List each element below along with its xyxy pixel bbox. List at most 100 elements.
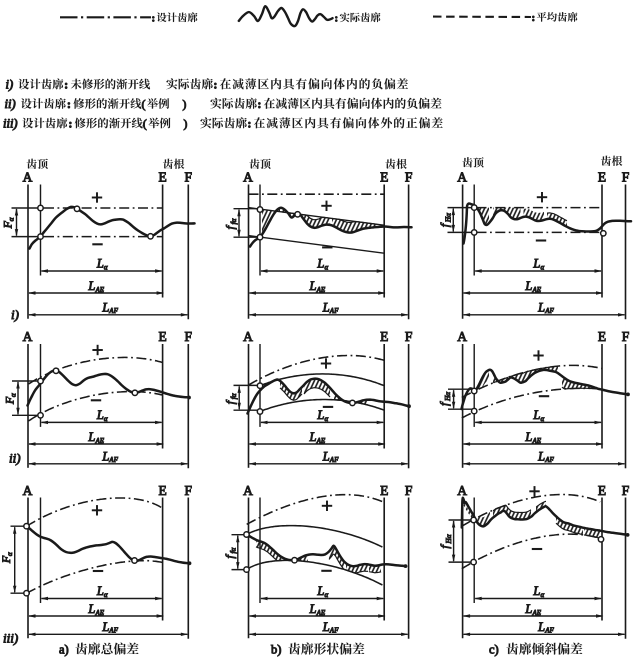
svg-text:L: L — [524, 279, 532, 293]
svg-text:L: L — [101, 449, 109, 463]
svg-text:AF: AF — [108, 627, 118, 635]
svg-text:(: ( — [142, 99, 146, 111]
svg-text:AF: AF — [108, 456, 118, 464]
svg-text:): ) — [183, 99, 187, 111]
svg-text:L: L — [101, 620, 109, 634]
svg-text:AE: AE — [316, 609, 326, 617]
svg-text:L: L — [96, 257, 104, 271]
svg-text:f: f — [437, 222, 451, 227]
svg-text:A: A — [457, 170, 467, 185]
svg-text:Hα: Hα — [444, 392, 452, 402]
svg-text:L: L — [532, 408, 540, 422]
svg-text:fα: fα — [230, 393, 238, 399]
svg-text:F: F — [0, 555, 13, 564]
svg-text:α: α — [325, 264, 329, 272]
svg-text:iii): iii) — [3, 116, 18, 130]
svg-text:ii): ii) — [9, 451, 21, 466]
svg-text:AF: AF — [329, 307, 339, 315]
svg-text:AE: AE — [95, 609, 105, 617]
svg-text:AF: AF — [329, 456, 339, 464]
svg-text:L: L — [316, 584, 324, 598]
svg-text:L: L — [537, 620, 545, 634]
svg-text:L: L — [532, 584, 540, 598]
svg-text:AE: AE — [532, 437, 542, 445]
svg-text:L: L — [309, 602, 317, 616]
svg-text:fα: fα — [229, 548, 237, 554]
svg-text:L: L — [96, 584, 104, 598]
svg-text::: : — [335, 13, 339, 25]
svg-text:AF: AF — [544, 307, 554, 315]
svg-text:F: F — [185, 170, 193, 185]
svg-text:E: E — [380, 329, 388, 344]
svg-text:i): i) — [6, 77, 14, 91]
svg-text:E: E — [598, 329, 606, 344]
svg-text:A: A — [23, 329, 33, 344]
svg-text:AE: AE — [316, 286, 326, 294]
svg-text:Hα: Hα — [444, 213, 452, 223]
svg-text:L: L — [316, 257, 324, 271]
svg-text:L: L — [524, 602, 532, 616]
svg-text:α: α — [104, 591, 108, 599]
svg-text:α: α — [6, 552, 14, 556]
svg-text:A: A — [23, 170, 33, 185]
svg-text:A: A — [457, 329, 467, 344]
svg-text:L: L — [309, 279, 317, 293]
svg-text:α: α — [104, 264, 108, 272]
svg-text:α: α — [541, 591, 545, 599]
svg-text:L: L — [537, 449, 545, 463]
svg-text:AE: AE — [316, 437, 326, 445]
svg-text::: : — [248, 118, 252, 130]
svg-text::: : — [214, 79, 218, 91]
svg-text:c): c) — [489, 643, 499, 657]
svg-text:E: E — [598, 170, 606, 185]
svg-text:ii): ii) — [5, 97, 16, 111]
svg-text:L: L — [309, 430, 317, 444]
svg-text::: : — [258, 99, 262, 111]
svg-text:α: α — [541, 264, 545, 272]
svg-text:F: F — [1, 220, 15, 229]
svg-text:A: A — [243, 329, 253, 344]
svg-text:α: α — [541, 415, 545, 423]
svg-text:F: F — [185, 483, 193, 498]
svg-text:F: F — [622, 483, 630, 498]
svg-text:f: f — [222, 553, 236, 558]
svg-text:a): a) — [59, 643, 69, 657]
svg-text:α: α — [325, 415, 329, 423]
svg-text::: : — [152, 13, 156, 25]
svg-text:L: L — [87, 279, 95, 293]
svg-text:F: F — [405, 483, 413, 498]
svg-text:L: L — [316, 408, 324, 422]
svg-text:L: L — [322, 620, 330, 634]
svg-text:α: α — [104, 415, 108, 423]
svg-text:AF: AF — [544, 456, 554, 464]
svg-text:A: A — [23, 483, 33, 498]
svg-text:E: E — [158, 329, 166, 344]
svg-text:AE: AE — [532, 286, 542, 294]
svg-text:L: L — [87, 430, 95, 444]
svg-text:L: L — [101, 300, 109, 314]
svg-text:): ) — [184, 118, 188, 130]
svg-text:L: L — [532, 257, 540, 271]
svg-text:A: A — [243, 170, 253, 185]
svg-text:L: L — [322, 449, 330, 463]
svg-text:Hα: Hα — [445, 534, 453, 544]
svg-text:E: E — [380, 483, 388, 498]
svg-text::: : — [64, 79, 68, 91]
svg-text:AF: AF — [544, 627, 554, 635]
svg-text:i): i) — [11, 307, 19, 322]
svg-text:F: F — [185, 329, 193, 344]
svg-text:α: α — [325, 591, 329, 599]
svg-text:L: L — [322, 300, 330, 314]
svg-text:AE: AE — [95, 286, 105, 294]
svg-text:F: F — [405, 329, 413, 344]
svg-text:F: F — [2, 396, 16, 405]
svg-text:E: E — [598, 483, 606, 498]
svg-text:f: f — [438, 543, 452, 548]
svg-text:E: E — [158, 483, 166, 498]
svg-text:b): b) — [271, 643, 281, 657]
svg-text:(: ( — [143, 118, 147, 130]
svg-text:L: L — [537, 300, 545, 314]
svg-text:AF: AF — [329, 627, 339, 635]
svg-text:α: α — [9, 393, 17, 397]
svg-text:E: E — [380, 170, 388, 185]
